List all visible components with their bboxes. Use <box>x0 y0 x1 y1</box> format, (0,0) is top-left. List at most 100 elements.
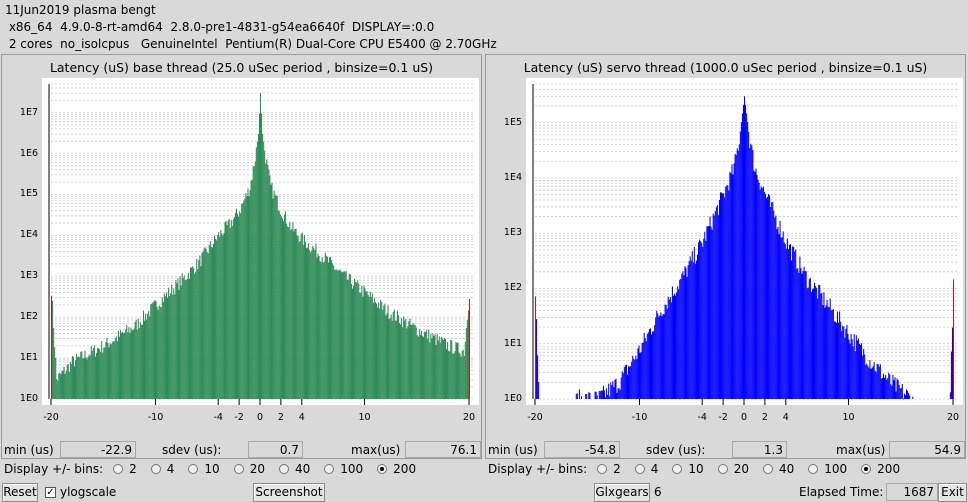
histogram-bar <box>282 221 285 399</box>
histogram-bar <box>56 379 58 399</box>
y-tick-label: 1E4 <box>19 229 38 241</box>
histogram-bar <box>365 291 367 399</box>
bins-option-200[interactable]: 200 <box>377 462 416 476</box>
radio-dot-icon[interactable] <box>808 464 819 474</box>
bins-option-40[interactable]: 40 <box>762 462 794 476</box>
histogram-bar <box>855 335 857 399</box>
histogram-bar <box>432 333 434 399</box>
histogram-bar <box>782 231 784 399</box>
histogram-bar <box>64 373 66 399</box>
histogram-bar <box>105 342 107 399</box>
histogram-bar <box>610 382 612 399</box>
histogram-bar <box>152 302 154 399</box>
radio-dot-icon[interactable] <box>717 464 728 474</box>
bins-option-2[interactable]: 2 <box>113 462 137 476</box>
histogram-bar <box>603 390 606 399</box>
radio-dot-icon[interactable] <box>150 464 161 474</box>
histogram-bar <box>277 210 279 399</box>
histogram-bar <box>284 214 286 399</box>
x-tick-label: 10 <box>842 412 855 423</box>
radio-dot-icon[interactable] <box>634 464 645 474</box>
radio-dot-icon[interactable] <box>278 464 289 474</box>
bins-option-100[interactable]: 100 <box>324 462 363 476</box>
histogram-bar <box>162 301 164 399</box>
histogram-bar <box>575 393 577 399</box>
histogram-bar <box>794 251 796 399</box>
exit-button[interactable]: Exit <box>938 483 967 502</box>
radio-dot-icon[interactable] <box>861 464 872 474</box>
histogram-bar <box>126 325 128 399</box>
histogram-bar <box>862 355 864 399</box>
histogram-bar <box>905 389 908 399</box>
histogram-bar <box>108 347 110 399</box>
screenshot-button[interactable]: Screenshot <box>253 483 325 502</box>
histogram-bar <box>351 288 354 399</box>
bins-option-label: 200 <box>393 462 417 476</box>
bins-option-2[interactable]: 2 <box>597 462 621 476</box>
x-tick-label: 0 <box>740 412 748 423</box>
radio-dot-icon[interactable] <box>113 464 124 474</box>
histogram-bar <box>400 324 402 399</box>
histogram-bar <box>254 161 256 399</box>
histogram-svg <box>532 83 959 405</box>
bins-option-40[interactable]: 40 <box>278 462 310 476</box>
histogram-bar <box>620 377 622 399</box>
histogram-bar <box>246 196 248 399</box>
histogram-bar <box>196 259 198 399</box>
histogram-bar <box>149 316 151 399</box>
x-tick-label: -20 <box>43 412 59 423</box>
histogram-bar <box>537 355 539 399</box>
histogram-bar <box>908 392 910 399</box>
radio-dot-icon[interactable] <box>188 464 199 474</box>
bins-option-200[interactable]: 200 <box>861 462 900 476</box>
bins-option-10[interactable]: 10 <box>188 462 220 476</box>
radio-dot-icon[interactable] <box>324 464 335 474</box>
bins-option-20[interactable]: 20 <box>717 462 749 476</box>
histogram-bar <box>709 216 711 399</box>
histogram-bar <box>178 290 180 399</box>
histogram-bar <box>890 384 892 399</box>
histogram-bar <box>444 339 447 399</box>
histogram-bar <box>81 351 83 399</box>
histogram-bar <box>775 215 777 399</box>
glxgears-button[interactable]: Glxgears <box>594 483 650 502</box>
histogram-bar <box>871 367 873 399</box>
histogram-bar <box>450 340 452 399</box>
histogram-bar <box>844 337 846 399</box>
histogram-bar <box>366 291 368 399</box>
histogram-bar <box>768 193 770 399</box>
histogram-bar <box>654 325 656 399</box>
histogram-bar <box>188 278 190 399</box>
histogram-bar <box>157 309 159 399</box>
radio-dot-icon[interactable] <box>597 464 608 474</box>
histogram-bar <box>345 270 347 399</box>
histogram-bar <box>166 297 169 399</box>
elapsed-time-label: Elapsed Time: <box>799 485 884 499</box>
base-max-label: max(us) <box>351 443 401 457</box>
radio-dot-icon[interactable] <box>377 464 388 474</box>
bins-option-10[interactable]: 10 <box>672 462 704 476</box>
bins-option-100[interactable]: 100 <box>808 462 847 476</box>
histogram-bar <box>135 319 137 399</box>
histogram-bar <box>750 143 752 399</box>
histogram-bar <box>61 371 63 399</box>
histogram-bar <box>377 307 379 399</box>
histogram-bar <box>442 339 444 399</box>
histogram-bar <box>738 144 740 399</box>
histogram-bar <box>403 316 405 399</box>
bins-option-4[interactable]: 4 <box>150 462 174 476</box>
radio-dot-icon[interactable] <box>233 464 244 474</box>
ylogscale-checkbox[interactable]: ✓ ylogscale <box>45 485 116 499</box>
radio-dot-icon[interactable] <box>672 464 683 474</box>
bins-option-20[interactable]: 20 <box>233 462 265 476</box>
histogram-bar <box>204 247 206 399</box>
histogram-bar <box>879 364 881 399</box>
radio-dot-icon[interactable] <box>762 464 773 474</box>
checkbox-check-icon[interactable]: ✓ <box>45 486 56 498</box>
reset-button[interactable]: Reset <box>2 483 38 502</box>
histogram-bar <box>412 322 414 399</box>
histogram-bar <box>715 207 717 399</box>
bins-option-4[interactable]: 4 <box>634 462 658 476</box>
histogram-bar <box>684 266 686 399</box>
histogram-bar <box>293 231 295 399</box>
